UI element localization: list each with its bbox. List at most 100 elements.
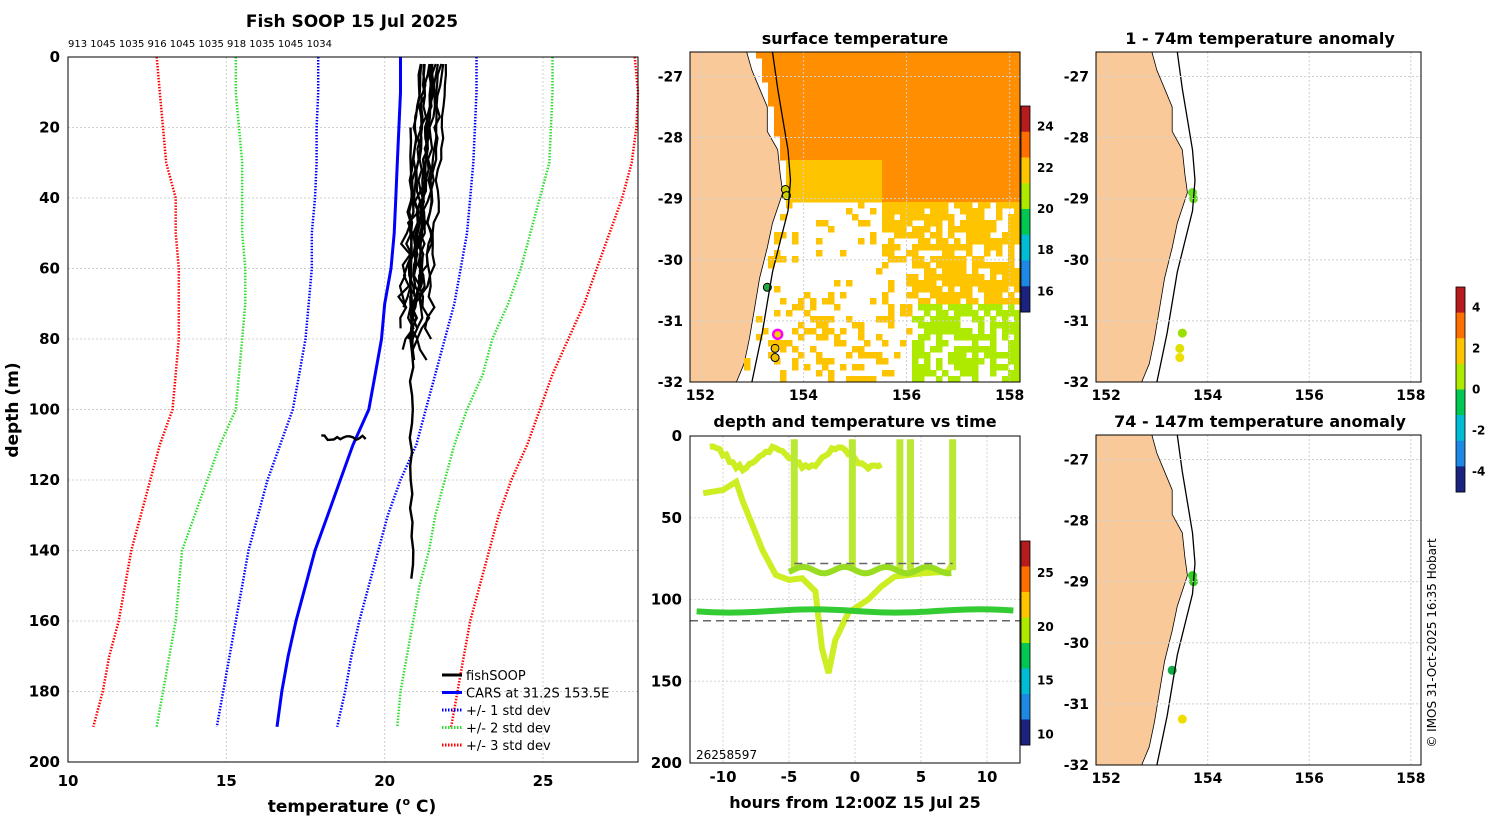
anomaly-colorbar-segment [1456, 312, 1465, 339]
sst-cell [1014, 178, 1020, 185]
sst-cell [960, 292, 967, 299]
sst-cell [984, 304, 991, 311]
sst-cell [978, 130, 985, 137]
sst-cell [840, 166, 847, 173]
sst-cell [972, 64, 979, 71]
sst-cell [882, 112, 889, 119]
sst-cell [846, 316, 853, 323]
sst-cell [1008, 250, 1015, 257]
sst-cell [798, 112, 805, 119]
sst-cell [984, 52, 991, 59]
sst-cell [816, 250, 823, 257]
sst-cell [780, 94, 787, 101]
sst-cell [960, 148, 967, 155]
sst-cell [1002, 334, 1009, 341]
sst-cell [894, 352, 901, 359]
sst-cell [786, 112, 793, 119]
sst-cell [936, 58, 943, 65]
sst-cell [978, 166, 985, 173]
sst-cell [930, 112, 937, 119]
sst-cell [840, 52, 847, 59]
sst-cell [792, 190, 799, 197]
sst-cell [834, 88, 841, 95]
dt-dive-track [702, 477, 956, 674]
sst-cell [894, 160, 901, 167]
sst-cell [954, 58, 961, 65]
sst-cell [864, 178, 871, 185]
sst-cell [966, 166, 973, 173]
sst-cell [846, 148, 853, 155]
sst-cell [798, 100, 805, 107]
sst-cell [912, 136, 919, 143]
sst-cell [882, 196, 889, 203]
sst-cell [948, 226, 955, 233]
sst-cell [990, 280, 997, 287]
sst-cell [936, 226, 943, 233]
sst-cell [798, 70, 805, 77]
sst-cell [942, 160, 949, 167]
sst-cell [744, 364, 751, 371]
sst-cell [990, 64, 997, 71]
sst-cell [984, 172, 991, 179]
sst-cell [990, 292, 997, 299]
sst-cell [912, 76, 919, 83]
sst-cell [828, 358, 835, 365]
x-tick-label: 15 [216, 772, 237, 790]
sst-cell [882, 292, 889, 299]
sst-cell [924, 58, 931, 65]
sst-cell [912, 112, 919, 119]
sst-cell [906, 214, 913, 221]
sst-cell [810, 136, 817, 143]
sst-cell [798, 136, 805, 143]
sst-cell [900, 130, 907, 137]
sst-cell [882, 370, 889, 377]
sst-cell [1008, 178, 1015, 185]
y-tick-label: 120 [29, 471, 60, 489]
sst-cell [918, 178, 925, 185]
sst-cell [972, 334, 979, 341]
sst-cell [786, 52, 793, 59]
profile-axes-box [67, 56, 639, 763]
sst-cell [972, 280, 979, 287]
sst-cell [804, 118, 811, 125]
sst-cell [882, 94, 889, 101]
sst-cell [804, 52, 811, 59]
sst-cell [846, 178, 853, 185]
sst-cell [1002, 322, 1009, 329]
sst-cell [792, 196, 799, 203]
sst-cell [918, 304, 925, 311]
sst-cell [870, 136, 877, 143]
sst-colorbar-tick: 22 [1037, 161, 1054, 175]
sst-cell [780, 256, 787, 263]
sst-cell [912, 292, 919, 299]
sst-cell [948, 316, 955, 323]
sst-cell [828, 226, 835, 233]
sst-cell [966, 214, 973, 221]
sst-cell [972, 340, 979, 347]
sst-cell [954, 136, 961, 143]
sst-cell [960, 202, 967, 209]
sst-cell [972, 112, 979, 119]
sst-cell [840, 64, 847, 71]
sst-cell [954, 352, 961, 359]
sst-cell [786, 202, 793, 209]
sst-cell [822, 112, 829, 119]
sst-cell [840, 106, 847, 113]
sst-cell [846, 100, 853, 107]
sst-cell [834, 142, 841, 149]
sst-cell [1008, 274, 1015, 281]
sst-cell [966, 364, 973, 371]
sst-cell [762, 70, 769, 77]
sst-cell [924, 70, 931, 77]
sst-cell [918, 136, 925, 143]
sst-cell [918, 238, 925, 245]
sst-cell [930, 196, 937, 203]
sst-cell [864, 112, 871, 119]
sst-cell [906, 94, 913, 101]
sst-cell [906, 196, 913, 203]
sst-cell [966, 220, 973, 227]
sst-cell [768, 94, 775, 101]
sst-cell [912, 58, 919, 65]
sst-cell [972, 352, 979, 359]
anomaly-colorbar-tick: 2 [1472, 342, 1480, 356]
